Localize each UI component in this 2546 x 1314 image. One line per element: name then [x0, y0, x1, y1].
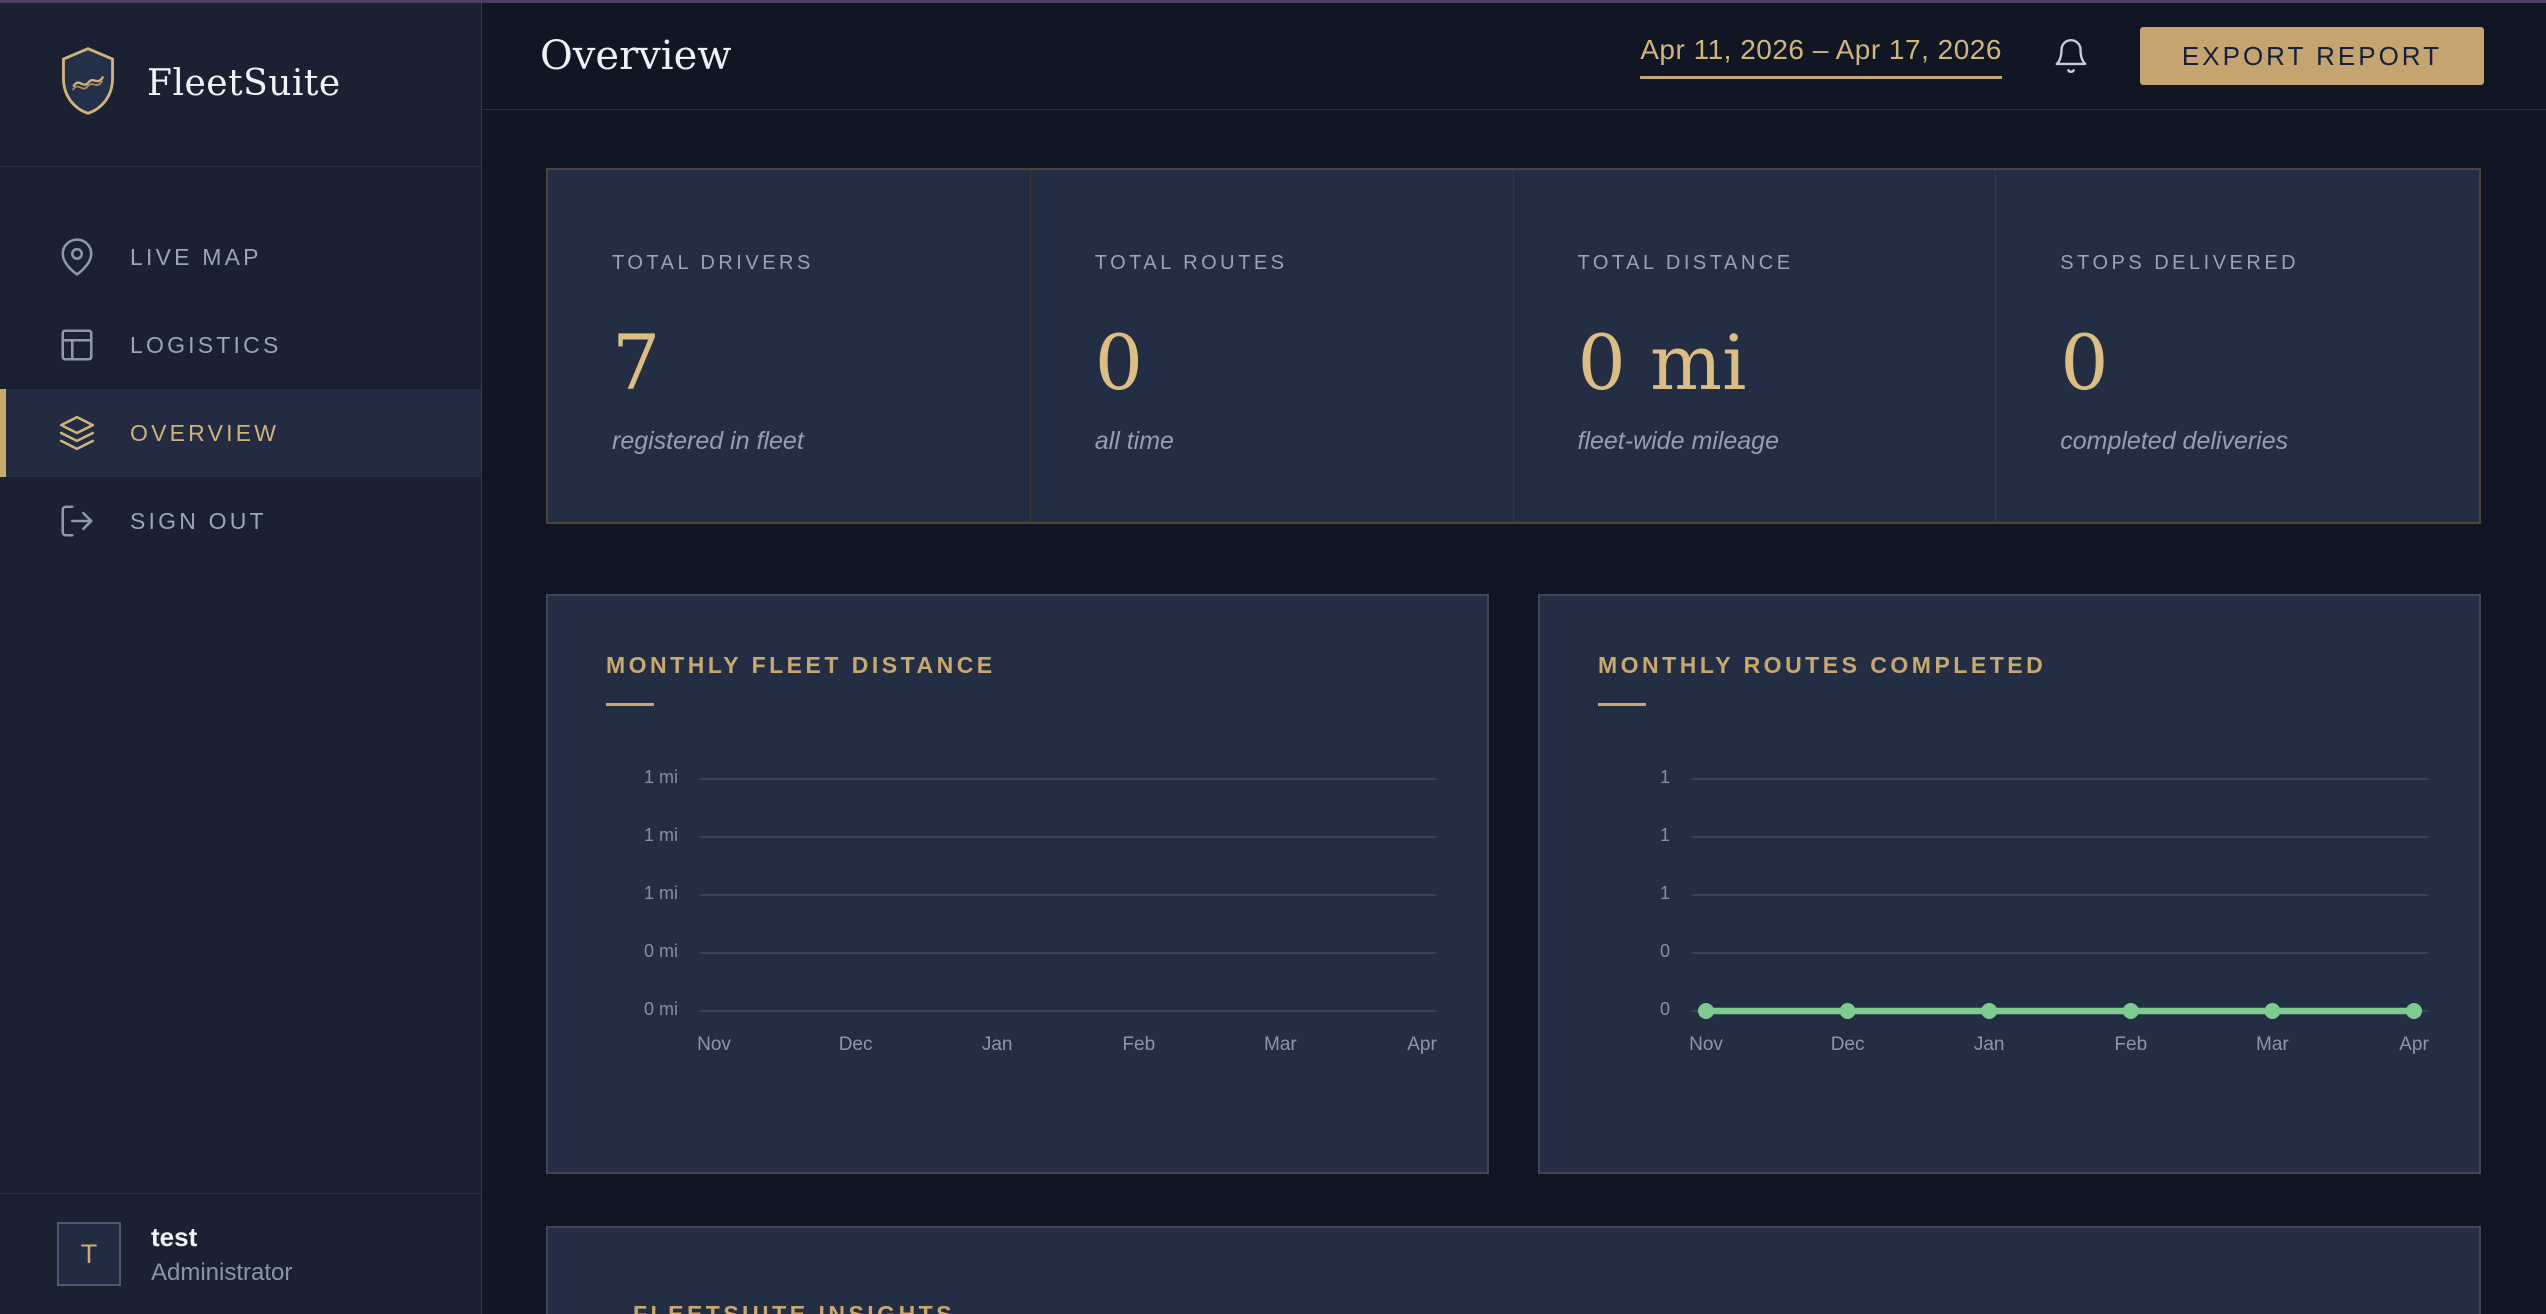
y-axis-tick-label: 1: [1659, 883, 1670, 903]
gridline: [700, 952, 1436, 954]
sidebar: FleetSuite LIVE MAP LOGISTICS: [0, 0, 482, 1314]
stat-label: TOTAL DISTANCE: [1577, 252, 1794, 274]
header-actions: Apr 11, 2026 – Apr 17, 2026 EXPORT REPOR…: [1640, 27, 2484, 85]
insights-card: FLEETSUITE INSIGHTS: [546, 1226, 2481, 1314]
y-axis-tick-label: 0: [1659, 941, 1670, 961]
sidebar-item-label: LOGISTICS: [130, 331, 282, 358]
stat-subtitle: all time: [1094, 426, 1174, 455]
stat-label: STOPS DELIVERED: [2060, 252, 2300, 274]
gridline: [1692, 778, 2428, 780]
stat-total-distance: TOTAL DISTANCE 0 mi fleet-wide mileage: [1514, 170, 1997, 522]
stat-stops-delivered: STOPS DELIVERED 0 completed deliveries: [1996, 170, 2479, 522]
y-axis-tick-label: 0 mi: [643, 999, 678, 1019]
stat-total-routes: TOTAL ROUTES 0 all time: [1031, 170, 1514, 522]
chart-title-underline: [606, 703, 654, 706]
sidebar-item-sign-out[interactable]: SIGN OUT: [0, 477, 481, 565]
x-axis-tick-label: Jan: [981, 1034, 1013, 1055]
user-name: test: [151, 1221, 198, 1252]
user-info: test Administrator: [151, 1222, 292, 1287]
brand-name: FleetSuite: [147, 62, 341, 104]
insights-title: FLEETSUITE INSIGHTS: [633, 1301, 956, 1314]
date-range-picker[interactable]: Apr 11, 2026 – Apr 17, 2026: [1640, 34, 2002, 79]
sidebar-item-overview[interactable]: OVERVIEW: [0, 389, 481, 477]
export-report-button[interactable]: EXPORT REPORT: [2139, 27, 2484, 85]
window-accent-strip: [0, 0, 2546, 3]
stat-subtitle: fleet-wide mileage: [1577, 426, 1780, 455]
sidebar-item-label: LIVE MAP: [130, 243, 262, 270]
avatar: T: [57, 1222, 121, 1286]
chart-title: MONTHLY FLEET DISTANCE: [606, 652, 996, 678]
sidebar-item-live-map[interactable]: LIVE MAP: [0, 213, 481, 301]
sidebar-item-label: OVERVIEW: [130, 419, 280, 446]
gridline: [1692, 836, 2428, 838]
x-axis-tick-label: Mar: [2256, 1034, 2289, 1055]
sidebar-item-logistics[interactable]: LOGISTICS: [0, 301, 481, 389]
y-axis-tick-label: 1 mi: [643, 825, 678, 845]
y-axis-tick-label: 1: [1659, 825, 1670, 845]
x-axis-tick-label: Apr: [2399, 1034, 2429, 1055]
brand-logo: FleetSuite: [0, 0, 481, 167]
sidebar-nav: LIVE MAP LOGISTICS OVERVIEW: [0, 213, 481, 565]
gridline: [700, 778, 1436, 780]
stat-subtitle: completed deliveries: [2060, 426, 2289, 455]
notification-bell-icon[interactable]: [2052, 36, 2090, 76]
stat-value: 0: [2060, 318, 2109, 407]
gridline: [700, 836, 1436, 838]
stat-subtitle: registered in fleet: [612, 426, 804, 455]
sidebar-item-label: SIGN OUT: [130, 507, 267, 534]
x-axis-tick-label: Mar: [1264, 1034, 1297, 1055]
sign-out-icon: [58, 502, 96, 540]
user-panel: T test Administrator: [0, 1193, 481, 1314]
x-axis-tick-label: Feb: [2114, 1034, 2148, 1055]
gridline: [700, 894, 1436, 896]
y-axis-tick-label: 1 mi: [643, 767, 678, 787]
layout-icon: [58, 326, 96, 364]
user-role: Administrator: [151, 1258, 293, 1286]
stat-value: 0 mi: [1577, 318, 1747, 407]
gridline: [700, 1010, 1436, 1012]
x-axis-tick-label: Jan: [1973, 1034, 2005, 1055]
gridline: [1692, 952, 2428, 954]
stat-label: TOTAL ROUTES: [1094, 252, 1288, 274]
page-title: Overview: [540, 33, 732, 79]
stats-row: TOTAL DRIVERS 7 registered in fleet TOTA…: [546, 168, 2481, 524]
charts-row: MONTHLY FLEET DISTANCE 1 mi 1 mi 1 mi 0 mi 0…: [546, 594, 2481, 1174]
chart-monthly-routes-completed: MONTHLY ROUTES COMPLETED 1 1 1 0 0 Nov Dec Jan F…: [1538, 594, 2481, 1174]
top-bar: Overview Apr 11, 2026 – Apr 17, 2026 EXP…: [482, 0, 2546, 110]
y-axis-tick-label: 0: [1659, 999, 1670, 1019]
stat-label: TOTAL DRIVERS: [612, 252, 814, 274]
stat-value: 0: [1094, 318, 1144, 407]
x-axis-tick-label: Nov: [1689, 1034, 1723, 1055]
y-axis-tick-label: 1 mi: [643, 883, 678, 903]
stat-value: 7: [612, 318, 661, 407]
chart-title: MONTHLY ROUTES COMPLETED: [1598, 652, 2047, 678]
shield-route-icon: [57, 43, 119, 124]
map-pin-icon: [58, 238, 96, 276]
x-axis-tick-label: Nov: [697, 1034, 731, 1055]
line-series: [1698, 1003, 2422, 1019]
stat-total-drivers: TOTAL DRIVERS 7 registered in fleet: [548, 170, 1031, 522]
x-axis-tick-label: Dec: [1830, 1034, 1865, 1055]
layers-icon: [58, 414, 96, 452]
gridline: [1692, 894, 2428, 896]
y-axis-tick-label: 1: [1659, 767, 1670, 787]
chart-title-underline: [1598, 703, 1646, 706]
x-axis-tick-label: Feb: [1122, 1034, 1156, 1055]
main-content: TOTAL DRIVERS 7 registered in fleet TOTA…: [482, 110, 2546, 1314]
x-axis-tick-label: Apr: [1407, 1034, 1437, 1055]
x-axis-tick-label: Dec: [838, 1034, 873, 1055]
gridline: [1692, 1010, 2428, 1012]
chart-monthly-fleet-distance: MONTHLY FLEET DISTANCE 1 mi 1 mi 1 mi 0 mi 0…: [546, 594, 1489, 1174]
y-axis-tick-label: 0 mi: [643, 941, 678, 961]
